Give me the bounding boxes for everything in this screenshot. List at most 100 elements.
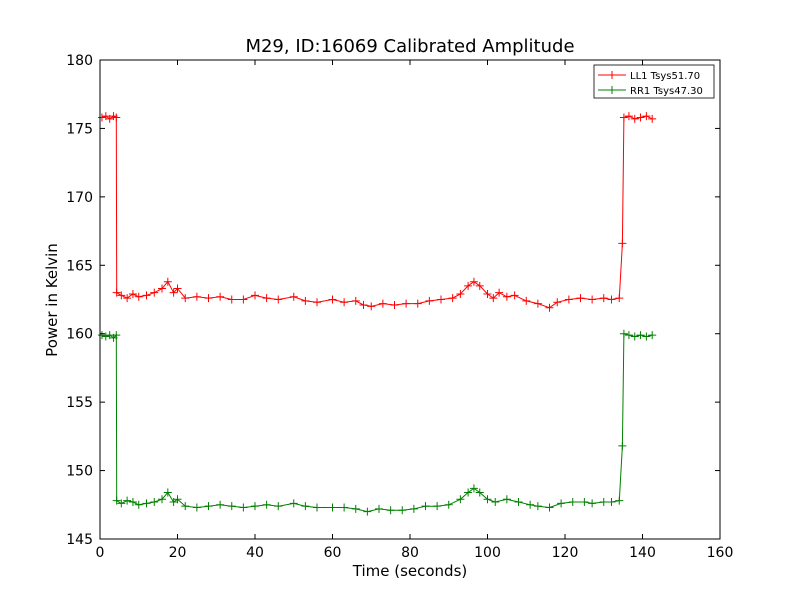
data-point-marker [390,300,399,309]
data-point-marker [128,498,137,507]
data-point-marker [204,294,213,303]
y-tick-label: 175 [66,121,93,137]
data-point-marker [568,498,577,507]
data-point-marker [117,291,126,300]
data-point-marker [580,498,589,507]
data-point-marker [328,503,337,512]
data-point-marker [112,331,121,340]
data-point-marker [192,503,201,512]
data-point-marker [624,112,633,121]
data-point-marker [192,292,201,301]
data-point-marker [134,500,143,509]
x-tick-label: 160 [707,545,734,561]
ticks-layer: 0 20 40 60 80 100 120 140 160 145 150 155 160 165 170 1… [66,53,733,561]
data-point-marker [239,503,248,512]
legend-marker [608,86,616,94]
data-point-marker [502,495,511,504]
data-point-marker [163,277,172,286]
y-tick-label: 155 [66,395,93,411]
legend-label: RR1 Tsys47.30 [630,86,703,97]
data-point-marker [510,291,519,300]
data-point-marker [328,295,337,304]
data-point-marker [289,292,298,301]
data-point-marker [533,502,542,511]
data-point-marker [128,290,137,299]
data-point-marker [526,500,535,509]
data-point-marker [216,292,225,301]
data-point-marker [599,498,608,507]
data-point-marker [483,290,492,299]
data-point-marker [367,302,376,311]
data-point-marker [262,294,271,303]
data-point-marker [313,298,321,307]
data-point-marker [359,300,368,309]
data-point-marker [413,299,422,308]
data-point-marker [169,288,178,297]
legend-label: LL1 Tsys51.70 [630,71,700,82]
x-axis-label: Time (seconds) [352,562,468,580]
data-point-marker [475,281,484,290]
data-point-marker [227,295,236,304]
y-axis-label: Power in Kelvin [43,243,61,357]
data-point-marker [469,484,478,493]
data-point-marker [262,500,271,509]
data-point-marker [216,500,225,509]
data-point-marker [351,296,360,305]
data-point-marker [158,495,166,504]
data-point-marker [648,114,657,123]
data-point-marker [123,496,132,505]
data-point-marker [142,499,151,508]
data-point-marker [533,299,542,308]
data-point-marker [173,495,182,504]
data-point-marker [615,496,624,505]
data-point-marker [375,504,383,513]
data-point-marker [97,113,106,122]
legend-marker [608,71,616,79]
data-point-marker [636,113,645,122]
data-point-marker [97,331,106,340]
data-point-marker [489,294,498,303]
data-point-marker [636,331,645,340]
data-point-marker [588,499,597,508]
data-point-marker [351,504,360,513]
data-point-marker [491,498,500,507]
data-point-marker [456,290,465,299]
data-point-marker [495,288,504,297]
data-point-marker [173,284,182,293]
legend: LL1 Tsys51.70 RR1 Tsys47.30 [593,64,715,99]
data-point-marker [134,292,143,301]
data-point-marker [340,503,349,512]
data-point-marker [340,298,349,307]
data-point-marker [433,502,442,511]
data-point-marker [378,299,387,308]
data-point-marker [588,295,597,304]
data-point-marker [112,288,121,297]
data-point-marker [619,113,628,122]
data-point-marker [642,112,651,121]
x-tick-label: 20 [169,545,187,561]
data-point-marker [386,506,395,515]
data-point-marker [437,295,445,304]
x-tick-label: 80 [401,545,419,561]
data-point-marker [123,294,132,303]
data-point-marker [181,502,190,511]
data-point-marker [150,498,159,507]
data-point-marker [483,495,492,504]
data-point-marker [553,298,562,307]
y-tick-label: 170 [66,190,93,206]
data-point-marker [456,495,465,504]
data-point-marker [101,332,110,341]
data-point-marker [158,284,166,293]
data-point-marker [150,288,159,297]
legend-box [593,64,715,99]
data-point-marker [251,502,259,511]
data-point-marker [142,291,151,300]
data-point-marker [448,294,457,303]
data-point-marker [227,502,236,511]
y-tick-label: 145 [66,532,93,548]
data-point-marker [630,114,639,123]
y-tick-label: 165 [66,258,93,274]
data-point-marker [624,331,633,340]
data-point-marker [112,113,121,122]
data-point-marker [274,295,283,304]
